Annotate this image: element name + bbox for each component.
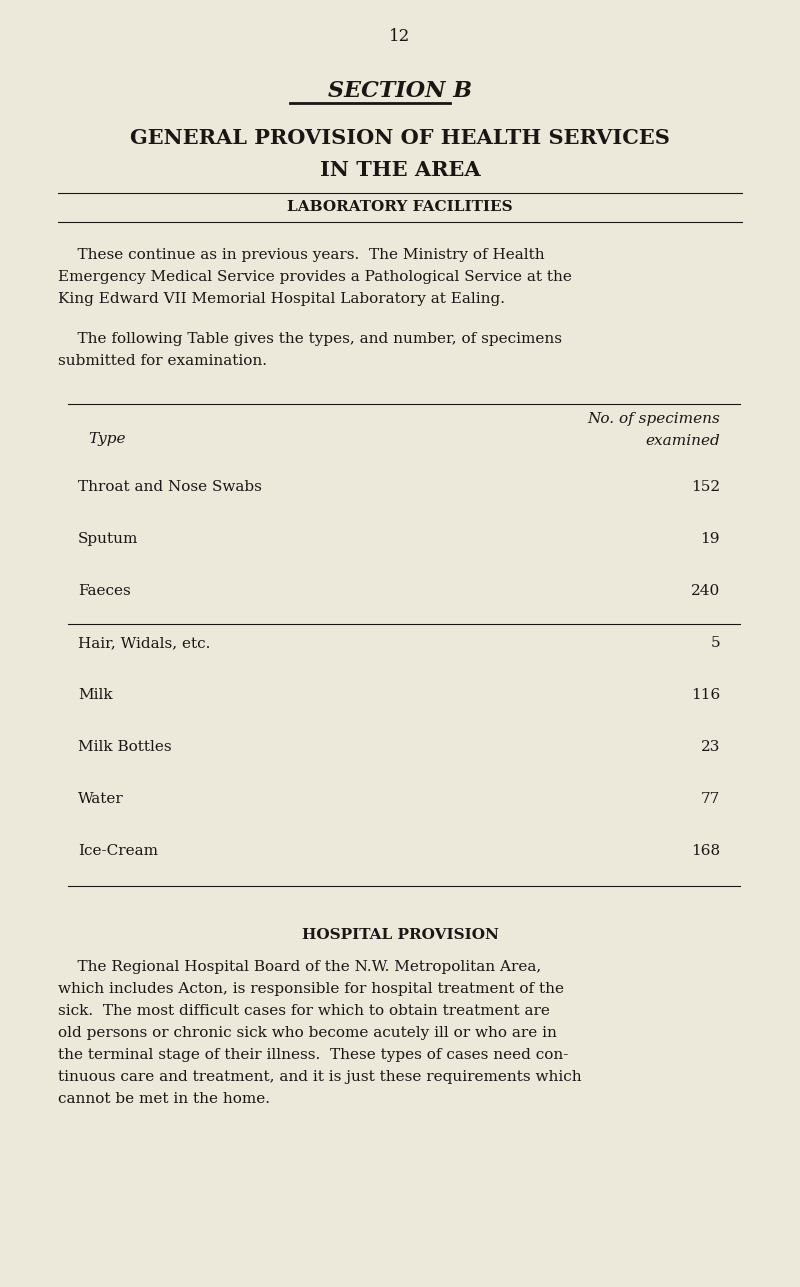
Text: Faeces: Faeces bbox=[78, 584, 130, 598]
Text: Milk: Milk bbox=[78, 689, 113, 701]
Text: cannot be met in the home.: cannot be met in the home. bbox=[58, 1091, 270, 1106]
Text: No. of specimens: No. of specimens bbox=[587, 412, 720, 426]
Text: Emergency Medical Service provides a Pathological Service at the: Emergency Medical Service provides a Pat… bbox=[58, 270, 572, 284]
Text: IN THE AREA: IN THE AREA bbox=[320, 160, 480, 180]
Text: Hair, Widals, etc.: Hair, Widals, etc. bbox=[78, 636, 210, 650]
Text: Ice-Cream: Ice-Cream bbox=[78, 844, 158, 858]
Text: King Edward VII Memorial Hospital Laboratory at Ealing.: King Edward VII Memorial Hospital Labora… bbox=[58, 292, 505, 306]
Text: 152: 152 bbox=[691, 480, 720, 494]
Text: 116: 116 bbox=[690, 689, 720, 701]
Text: The following Table gives the types, and number, of specimens: The following Table gives the types, and… bbox=[58, 332, 562, 346]
Text: Water: Water bbox=[78, 792, 124, 806]
Text: Type: Type bbox=[88, 432, 126, 447]
Text: sick.  The most difficult cases for which to obtain treatment are: sick. The most difficult cases for which… bbox=[58, 1004, 550, 1018]
Text: 5: 5 bbox=[710, 636, 720, 650]
Text: The Regional Hospital Board of the N.W. Metropolitan Area,: The Regional Hospital Board of the N.W. … bbox=[58, 960, 542, 974]
Text: submitted for examination.: submitted for examination. bbox=[58, 354, 267, 368]
Text: 77: 77 bbox=[701, 792, 720, 806]
Text: tinuous care and treatment, and it is just these requirements which: tinuous care and treatment, and it is ju… bbox=[58, 1069, 582, 1084]
Text: Sputum: Sputum bbox=[78, 532, 138, 546]
Text: Throat and Nose Swabs: Throat and Nose Swabs bbox=[78, 480, 262, 494]
Text: examined: examined bbox=[646, 434, 720, 448]
Text: These continue as in previous years.  The Ministry of Health: These continue as in previous years. The… bbox=[58, 248, 545, 263]
Text: 12: 12 bbox=[390, 28, 410, 45]
Text: 19: 19 bbox=[701, 532, 720, 546]
Text: old persons or chronic sick who become acutely ill or who are in: old persons or chronic sick who become a… bbox=[58, 1026, 557, 1040]
Text: Milk Bottles: Milk Bottles bbox=[78, 740, 172, 754]
Text: SECTION B: SECTION B bbox=[328, 80, 472, 102]
Text: HOSPITAL PROVISION: HOSPITAL PROVISION bbox=[302, 928, 498, 942]
Text: LABORATORY FACILITIES: LABORATORY FACILITIES bbox=[287, 199, 513, 214]
Text: 168: 168 bbox=[691, 844, 720, 858]
Text: 240: 240 bbox=[690, 584, 720, 598]
Text: which includes Acton, is responsible for hospital treatment of the: which includes Acton, is responsible for… bbox=[58, 982, 564, 996]
Text: GENERAL PROVISION OF HEALTH SERVICES: GENERAL PROVISION OF HEALTH SERVICES bbox=[130, 127, 670, 148]
Text: 23: 23 bbox=[701, 740, 720, 754]
Text: the terminal stage of their illness.  These types of cases need con-: the terminal stage of their illness. The… bbox=[58, 1048, 568, 1062]
